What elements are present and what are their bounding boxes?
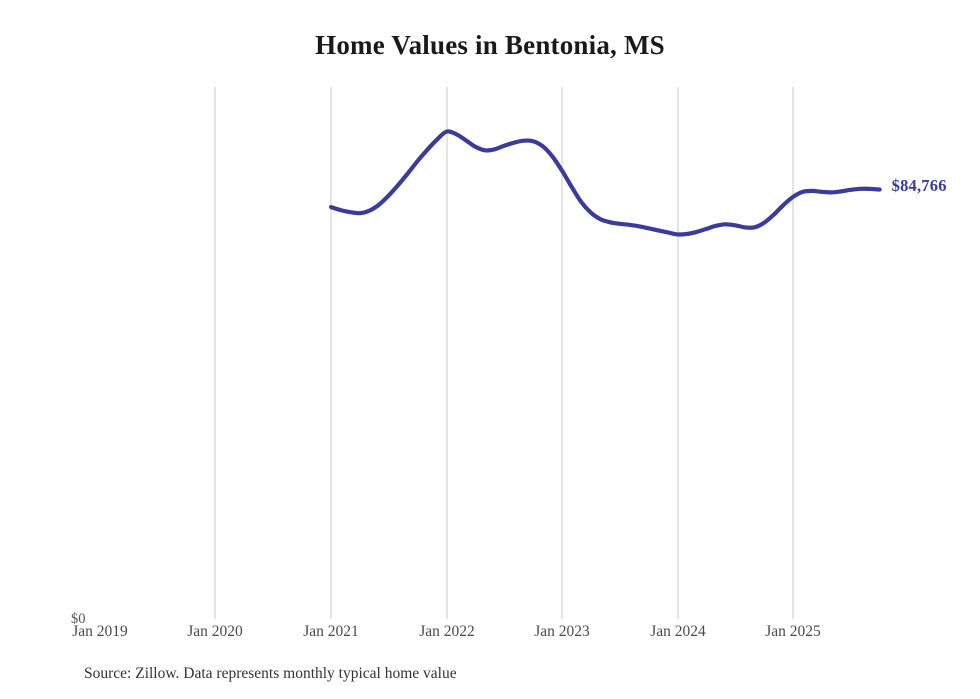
xtick-jan-2024: Jan 2024 <box>650 623 706 640</box>
ytick-zero: $0 <box>71 611 86 627</box>
xtick-jan-2025: Jan 2025 <box>765 623 821 640</box>
xtick-jan-2021: Jan 2021 <box>303 623 359 640</box>
page-title: Home Values in Bentonia, MS <box>315 30 665 60</box>
xtick-jan-2020: Jan 2020 <box>187 623 243 640</box>
xtick-jan-2022: Jan 2022 <box>419 623 475 640</box>
gridlines <box>214 87 794 619</box>
xtick-jan-2019: Jan 2019 <box>72 623 128 640</box>
xtick-jan-2023: Jan 2023 <box>534 623 590 640</box>
home-value-line <box>328 129 882 237</box>
endpoint-value-label: $84,766 <box>891 175 947 195</box>
source-note: Source: Zillow. Data represents monthly … <box>84 665 457 682</box>
